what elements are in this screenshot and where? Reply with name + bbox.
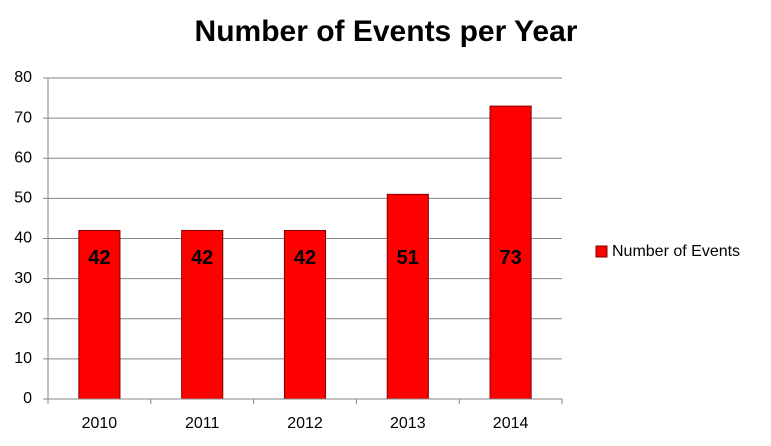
x-tick-label: 2013	[390, 415, 426, 432]
y-tick-label: 70	[14, 109, 32, 126]
y-tick-label: 10	[14, 350, 32, 367]
x-tick-label: 2012	[287, 415, 323, 432]
bar	[386, 193, 429, 400]
y-tick-label: 20	[14, 310, 32, 327]
data-label: 73	[499, 247, 521, 269]
y-tick-label: 40	[14, 230, 32, 247]
bar	[78, 229, 121, 400]
data-label: 42	[294, 247, 316, 269]
y-tick-label: 60	[14, 149, 32, 166]
x-tick-label: 2010	[82, 415, 118, 432]
data-label: 42	[88, 247, 110, 269]
bar	[489, 105, 532, 400]
y-tick-label: 30	[14, 270, 32, 287]
x-tick-label: 2014	[493, 415, 529, 432]
data-label: 51	[397, 247, 419, 269]
y-tick-label: 0	[23, 390, 32, 407]
y-tick-label: 80	[14, 69, 32, 86]
legend-swatch	[595, 245, 608, 258]
legend-label: Number of Events	[612, 243, 740, 260]
x-tick-label: 2011	[185, 415, 220, 432]
y-tick-label: 50	[14, 190, 32, 207]
chart-title: Number of Events per Year	[195, 15, 578, 48]
data-label: 42	[191, 247, 213, 269]
